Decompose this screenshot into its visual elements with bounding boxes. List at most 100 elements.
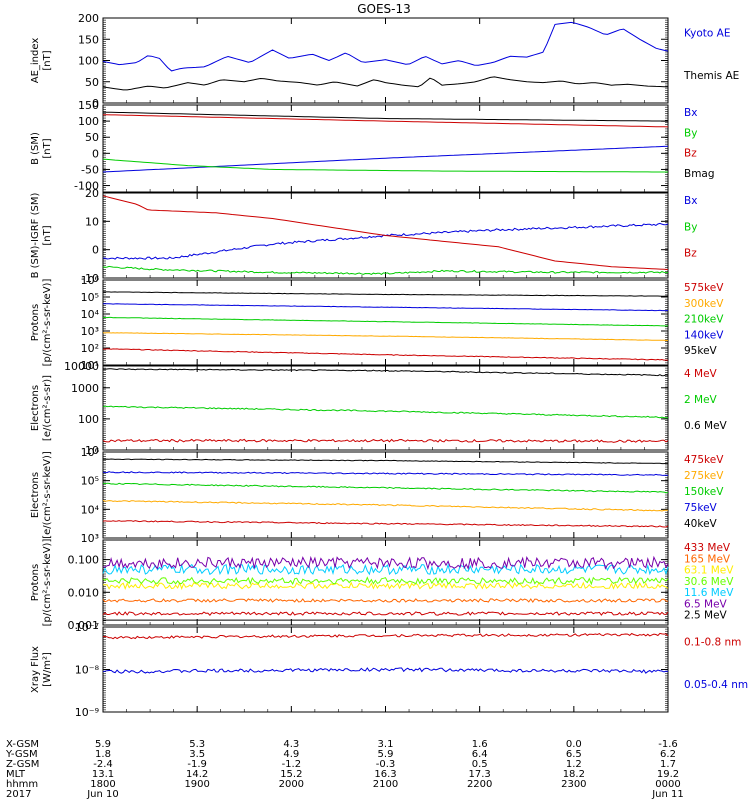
x-row-label: MLT: [6, 769, 26, 780]
y-axis-label: AE_index: [30, 38, 41, 84]
y-tick-label: 10⁶: [81, 446, 100, 459]
legend-label: Bz: [684, 148, 697, 160]
series-line-75keV: [102, 471, 669, 476]
panel-frame: [102, 17, 669, 104]
y-axis-label: B (SM)-IGRF (SM): [30, 193, 41, 279]
y-tick-label: 10⁻⁸: [75, 664, 100, 677]
x-tick-label: 6.5: [566, 749, 582, 760]
y-tick-label: 150: [78, 33, 99, 46]
legend-label: 95keV: [684, 345, 718, 357]
y-tick-label: 10⁵: [81, 291, 99, 304]
y-tick-label: 0: [92, 97, 99, 110]
y-axis-label: Electrons: [30, 385, 41, 431]
x-row-label: X-GSM: [6, 739, 39, 750]
y-tick-label: -50: [81, 163, 99, 176]
y-tick-label: -10: [81, 272, 99, 285]
x-tick-label: -0.3: [376, 759, 396, 770]
x-tick-label: -1.2: [282, 759, 302, 770]
y-tick-label: 100: [78, 413, 99, 426]
series-line-0.6-MeV: [102, 368, 669, 377]
y-tick-label: 50: [85, 76, 99, 89]
y-axis-label: Protons: [30, 304, 41, 341]
x-tick-label: 1.2: [566, 759, 582, 770]
y-tick-label: 150: [78, 99, 99, 112]
series-line-0.1-0.8-nm: [102, 632, 669, 640]
y-tick-label: 0.001: [68, 619, 100, 632]
legend-label: 300keV: [684, 298, 724, 310]
x-tick-label: 1800: [90, 779, 115, 790]
legend-label: 275keV: [684, 470, 724, 482]
series-line-Kyoto-AE: [102, 21, 669, 72]
series-line-433-MeV: [102, 611, 669, 616]
legend-label: 150keV: [684, 486, 724, 498]
x-tick-label: 4.9: [283, 749, 299, 760]
series-line-95keV: [103, 291, 669, 297]
legend-label: Themis AE: [683, 70, 739, 82]
panel-3: -10 0 10 20 B (SM)-IGRF (SM) [nT] Bx By Bz: [30, 187, 697, 285]
y-axis-label: [p/(cm²-s-sr-keV)]: [42, 279, 53, 367]
legend-label: 575keV: [684, 282, 724, 294]
x-tick-label: 2000: [279, 779, 304, 790]
x-tick-label: 0.0: [566, 739, 582, 750]
panel-6: 10³ 10⁴ 10⁵ 10⁶ Electrons [e/(cm²-s-sr-keV)] 4…: [30, 446, 724, 545]
legend-label: 165 MeV: [684, 553, 731, 565]
series-line-300keV: [102, 332, 669, 342]
y-tick-label: 10¹: [81, 359, 99, 372]
x-tick-label: 5.9: [95, 739, 111, 750]
x-tick-label: 1.7: [660, 759, 676, 770]
y-tick-label: 10: [85, 444, 99, 457]
x-tick-label: 18.2: [563, 769, 585, 780]
x-row-label: hhmm: [6, 779, 38, 790]
x-axis-ephemeris-table: X-GSMY-GSMZ-GSMMLThhmm20175.91.8-2.413.1…: [5, 739, 684, 800]
x-tick-label: 19.2: [657, 769, 679, 780]
series-line-Bz: [102, 114, 669, 128]
y-tick-label: 10³: [81, 532, 99, 545]
series-line-275keV: [102, 499, 669, 512]
legend-label: 210keV: [684, 314, 724, 326]
panel-7: 0.001 0.010 0.100 Protons [p/(cm²-s-sr-keV)]…: [30, 539, 734, 632]
panel-8: 10⁻⁹ 10⁻⁸ 10⁻⁷ Xray Flux [W/m²] 0.1-0.8 nm 0.0…: [30, 621, 748, 719]
x-tick-label: -1.6: [658, 739, 678, 750]
x-tick-label: 2200: [467, 779, 492, 790]
x-tick-label: Jun 11: [651, 789, 684, 800]
panel-2: -100 -50 0 50 100 150 B (SM) [nT] Bx By Bz Bmag: [30, 99, 715, 193]
legend-label: 6.5 MeV: [684, 598, 728, 610]
x-tick-label: 4.3: [283, 739, 299, 750]
legend-label: 11.6 MeV: [684, 587, 734, 599]
series-line-165-MeV: [102, 598, 669, 604]
x-tick-label: 13.1: [92, 769, 114, 780]
x-tick-label: 3.1: [378, 739, 394, 750]
y-axis-label: [e/(cm²-s-sr)]: [42, 375, 53, 441]
y-tick-label: 10: [85, 215, 99, 228]
x-tick-label: 6.2: [660, 749, 676, 760]
series-line-2-MeV: [102, 405, 669, 419]
series-line-Bx: [102, 145, 669, 173]
series-line-575keV: [103, 348, 668, 361]
x-tick-label: 17.3: [469, 769, 491, 780]
y-axis-label: Protons: [30, 564, 41, 601]
y-tick-label: 0: [92, 244, 99, 257]
y-tick-label: 10⁴: [81, 503, 100, 516]
legend-label: Bx: [684, 107, 697, 119]
series-line-0.05-0.4-nm: [102, 667, 669, 674]
y-tick-label: 50: [85, 131, 99, 144]
legend-label: By: [684, 221, 697, 233]
x-tick-label: 3.5: [189, 749, 205, 760]
x-tick-label: 16.3: [374, 769, 396, 780]
y-tick-label: 200: [78, 12, 99, 25]
x-row-label: Y-GSM: [5, 749, 38, 760]
y-tick-label: 20: [85, 187, 99, 200]
y-tick-label: 10⁻⁷: [75, 621, 99, 634]
y-axis-label: Xray Flux: [30, 646, 41, 693]
legend-label: Bz: [684, 248, 697, 260]
y-tick-label: 10²: [81, 342, 99, 355]
series-line-Themis-AE: [102, 76, 669, 91]
x-tick-label: 6.4: [472, 749, 488, 760]
series-line-210keV: [102, 316, 669, 327]
panel-5: 10 100 1000 10000 Electrons [e/(cm²-s-sr)] 4 M…: [30, 360, 728, 457]
plot-title: GOES-13: [357, 2, 411, 16]
y-tick-label: 10⁴: [81, 308, 100, 321]
x-tick-label: Jun 10: [86, 789, 119, 800]
series-line-140keV: [103, 303, 669, 312]
y-axis-label: [nT]: [42, 225, 53, 245]
